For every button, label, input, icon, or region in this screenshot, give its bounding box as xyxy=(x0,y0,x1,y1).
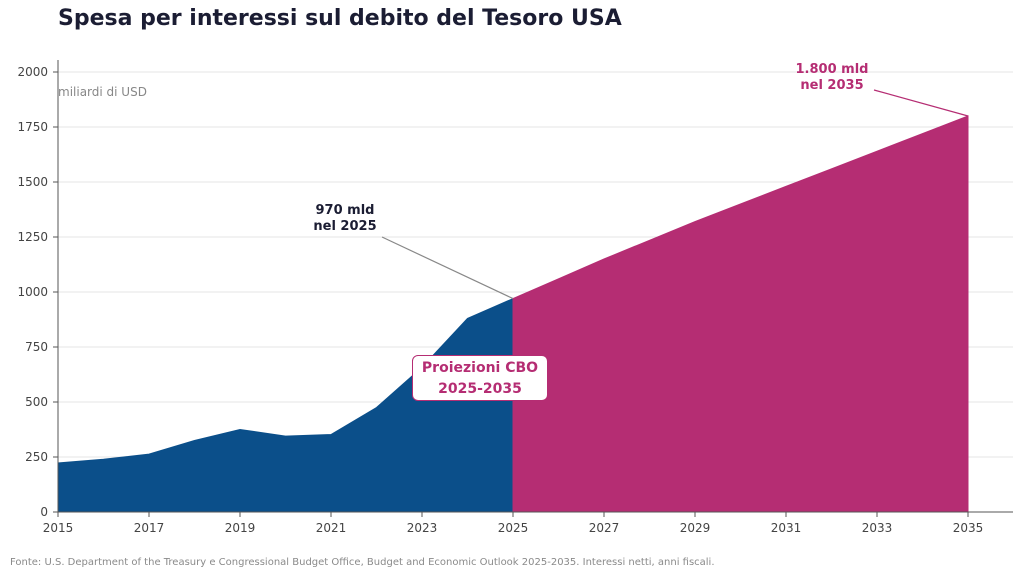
y-tick-label: 1250 xyxy=(17,230,48,244)
x-tick-label: 2033 xyxy=(862,521,893,535)
x-tick-label: 2015 xyxy=(43,521,74,535)
y-tick-label: 1500 xyxy=(17,175,48,189)
y-tick-label: 1000 xyxy=(17,285,48,299)
y-unit-label: miliardi di USD xyxy=(58,85,147,99)
plot-areas xyxy=(57,115,969,513)
x-tick-label: 2019 xyxy=(225,521,256,535)
annotation-leaders xyxy=(381,89,969,300)
x-tick-label: 2035 xyxy=(953,521,984,535)
y-tick-label: 250 xyxy=(25,450,48,464)
axes xyxy=(57,60,1013,513)
y-tick-label: 0 xyxy=(40,505,48,519)
annotation-2025-value: 970 mld nel 2025 xyxy=(313,203,377,234)
y-tick-label: 750 xyxy=(25,340,48,354)
y-axis-ticks: 0 250 500 750 1000 1250 1500 1750 2000 xyxy=(17,65,58,519)
x-axis-ticks: 2015 2017 2019 2021 2023 2025 2027 2029 2031 2033… xyxy=(43,512,984,535)
source-note: Fonte: U.S. Department of the Treasury e… xyxy=(10,557,715,568)
x-tick-label: 2031 xyxy=(771,521,802,535)
projection-label-box: Proiezioni CBO 2025-2035 xyxy=(412,355,548,401)
x-tick-label: 2029 xyxy=(680,521,711,535)
x-tick-label: 2017 xyxy=(134,521,165,535)
projection-area xyxy=(512,115,969,513)
leader-2035 xyxy=(873,89,969,117)
x-tick-label: 2027 xyxy=(589,521,620,535)
projection-label: Proiezioni CBO 2025-2035 xyxy=(421,360,539,397)
x-tick-label: 2025 xyxy=(498,521,529,535)
y-tick-label: 2000 xyxy=(17,65,48,79)
y-tick-label: 1750 xyxy=(17,120,48,134)
annotation-2035-value: 1.800 mld nel 2035 xyxy=(795,62,869,93)
y-tick-label: 500 xyxy=(25,395,48,409)
chart-title: Spesa per interessi sul debito del Tesor… xyxy=(58,6,622,31)
leader-2025 xyxy=(381,236,514,300)
x-tick-label: 2021 xyxy=(316,521,347,535)
x-tick-label: 2023 xyxy=(407,521,438,535)
historical-area xyxy=(57,297,514,513)
